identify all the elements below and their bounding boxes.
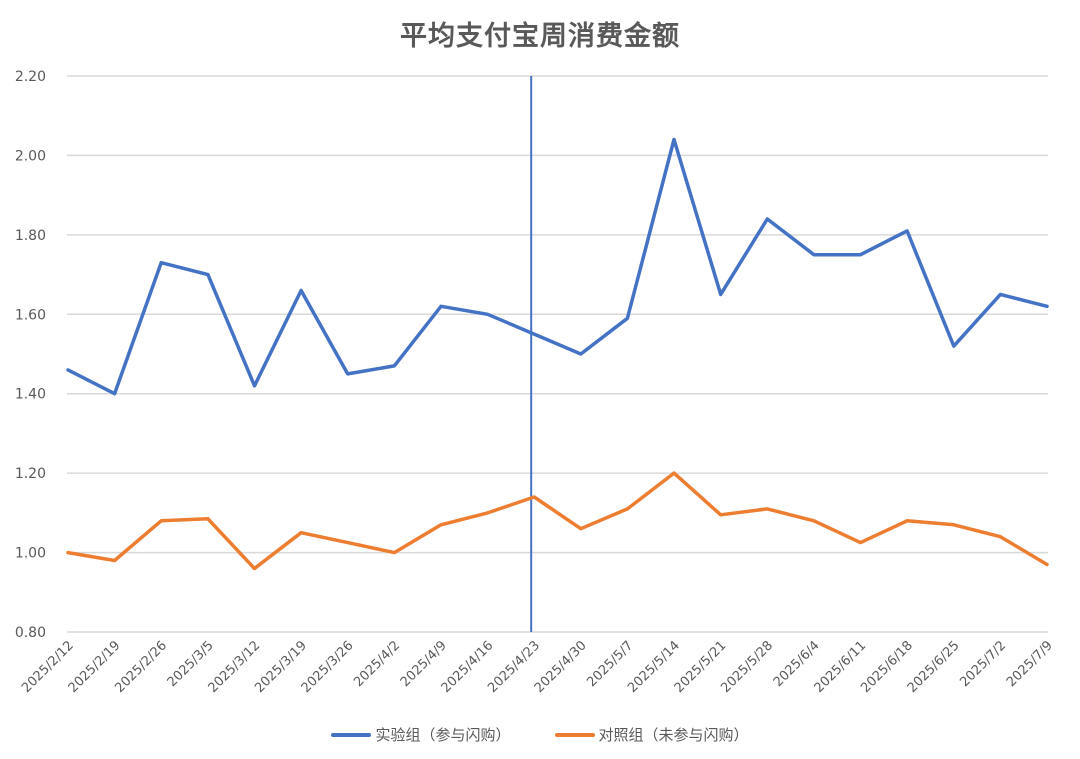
legend-item-control[interactable]: 对照组（未参与闪购） — [554, 724, 749, 745]
y-tick-label: 0.80 — [15, 625, 46, 641]
series-line-experiment[interactable] — [66, 137, 1049, 396]
chart-title: 平均支付宝周消费金额 — [400, 21, 680, 52]
plot-area: 0.80 1.00 1.20 1.40 1.60 1.80 2.00 2.20 2025/2/… — [15, 69, 1056, 696]
legend-label: 对照组（未参与闪购） — [598, 726, 749, 744]
y-tick-label: 1.40 — [15, 387, 46, 403]
y-axis: 0.80 1.00 1.20 1.40 1.60 1.80 2.00 2.20 — [15, 69, 46, 641]
y-tick-label: 1.60 — [15, 307, 46, 323]
x-tick-label: 2025/7/2 — [957, 638, 1009, 690]
legend-item-experiment[interactable]: 实验组（参与闪购） — [331, 724, 511, 745]
legend: 实验组（参与闪购） 对照组（未参与闪购） — [0, 724, 1080, 745]
x-tick-label: 2025/4/2 — [351, 638, 403, 690]
series-lines — [66, 137, 1049, 571]
y-tick-label: 1.00 — [15, 546, 46, 562]
gridlines — [67, 75, 1048, 633]
legend-swatch-blue — [331, 732, 372, 737]
y-tick-label: 2.20 — [15, 69, 46, 85]
legend-label: 实验组（参与闪购） — [375, 726, 511, 744]
y-tick-label: 1.80 — [15, 228, 46, 244]
x-tick-label: 2025/7/9 — [1004, 638, 1056, 690]
legend-swatch-orange — [554, 732, 595, 737]
y-tick-label: 1.20 — [15, 466, 46, 482]
series-line-control[interactable] — [66, 471, 1049, 571]
y-tick-label: 2.00 — [15, 148, 46, 164]
x-axis: 2025/2/122025/2/192025/2/262025/3/52025/… — [19, 638, 1056, 696]
